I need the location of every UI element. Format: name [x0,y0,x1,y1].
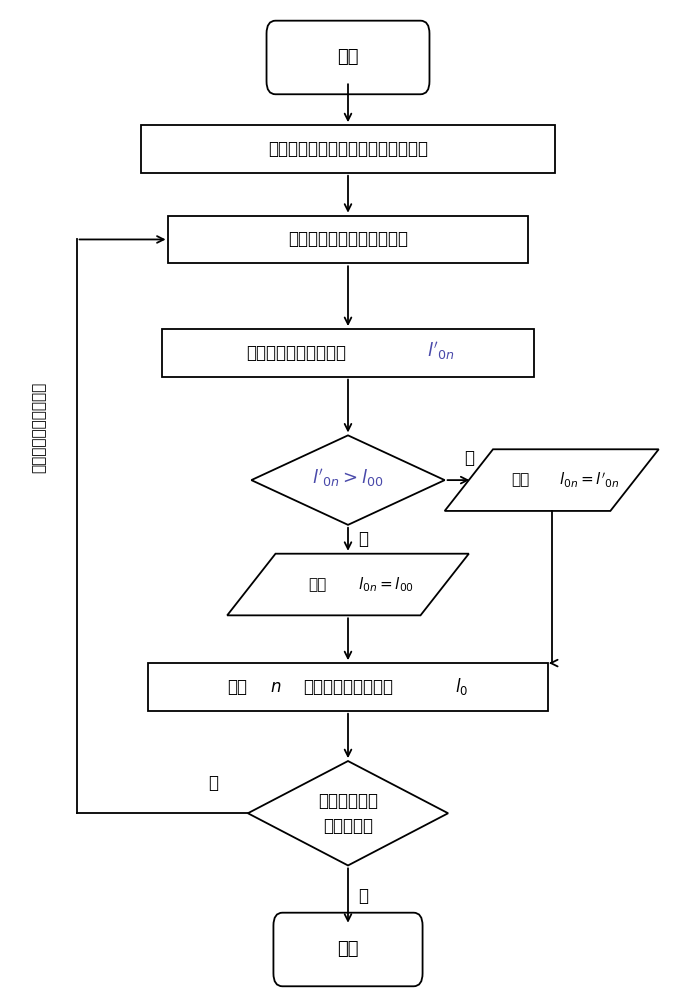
Bar [141,125,555,173]
FancyBboxPatch shape [274,913,422,986]
Text: 是: 是 [358,887,368,905]
Polygon shape [445,449,658,511]
Polygon shape [248,761,448,865]
Polygon shape [251,435,445,525]
Text: $l_{0n}=l_{00}$: $l_{0n}=l_{00}$ [358,575,414,594]
Text: 输出: 输出 [338,940,358,958]
Text: 否: 否 [208,774,219,792]
Bar [168,216,528,263]
Text: 输出: 输出 [308,577,326,592]
Polygon shape [227,554,469,615]
Text: $l_{0n}=l'_{0n}$: $l_{0n}=l'_{0n}$ [560,470,620,490]
Bar [148,663,548,711]
Text: $n$: $n$ [270,678,281,696]
Text: 一次电子运动统计循环: 一次电子运动统计循环 [31,382,46,473]
Bar [161,329,535,377]
Text: 输出: 输出 [512,473,530,488]
Text: 电子平均自由
程是否稳定: 电子平均自由 程是否稳定 [318,792,378,835]
Text: $l'_{0n}$: $l'_{0n}$ [427,340,455,362]
Text: 是: 是 [358,530,368,548]
Text: $l'_{0n}>l_{00}$: $l'_{0n}>l_{00}$ [313,467,383,489]
Text: 在材料中随机选取一个电子: 在材料中随机选取一个电子 [288,230,408,248]
Text: $l_0$: $l_0$ [455,676,468,697]
Text: 开始: 开始 [338,48,358,66]
Text: 计算该电子运动距离为: 计算该电子运动距离为 [246,344,346,362]
Text: 否: 否 [464,449,474,467]
Text: 个电子的平均自由程: 个电子的平均自由程 [303,678,393,696]
Text: 计算: 计算 [228,678,248,696]
FancyBboxPatch shape [267,21,429,94]
Text: 输入材料尺寸及对应块材电子自由程: 输入材料尺寸及对应块材电子自由程 [268,140,428,158]
